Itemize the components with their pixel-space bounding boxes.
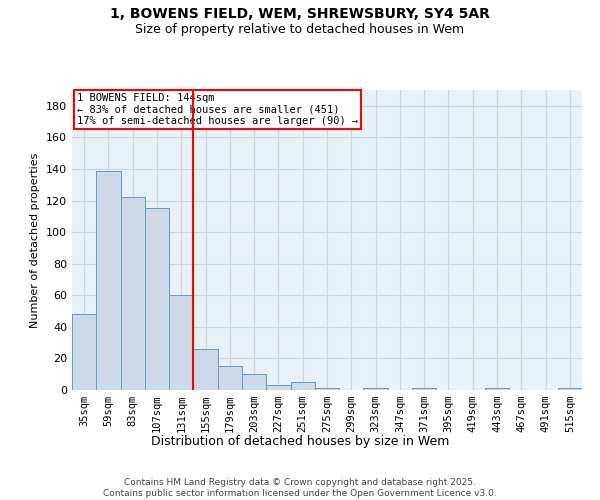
Bar <box>193 349 218 390</box>
Bar <box>364 388 388 390</box>
Text: Size of property relative to detached houses in Wem: Size of property relative to detached ho… <box>136 22 464 36</box>
Bar <box>412 388 436 390</box>
Text: 1, BOWENS FIELD, WEM, SHREWSBURY, SY4 5AR: 1, BOWENS FIELD, WEM, SHREWSBURY, SY4 5A… <box>110 8 490 22</box>
Bar <box>121 198 145 390</box>
Text: Contains HM Land Registry data © Crown copyright and database right 2025.
Contai: Contains HM Land Registry data © Crown c… <box>103 478 497 498</box>
Bar <box>145 208 169 390</box>
Bar <box>169 296 193 390</box>
Bar <box>315 388 339 390</box>
Bar <box>290 382 315 390</box>
Y-axis label: Number of detached properties: Number of detached properties <box>31 152 40 328</box>
Text: Distribution of detached houses by size in Wem: Distribution of detached houses by size … <box>151 435 449 448</box>
Bar <box>558 388 582 390</box>
Bar <box>485 388 509 390</box>
Bar <box>242 374 266 390</box>
Text: 1 BOWENS FIELD: 144sqm
← 83% of detached houses are smaller (451)
17% of semi-de: 1 BOWENS FIELD: 144sqm ← 83% of detached… <box>77 93 358 126</box>
Bar <box>266 386 290 390</box>
Bar <box>72 314 96 390</box>
Bar <box>218 366 242 390</box>
Bar <box>96 170 121 390</box>
